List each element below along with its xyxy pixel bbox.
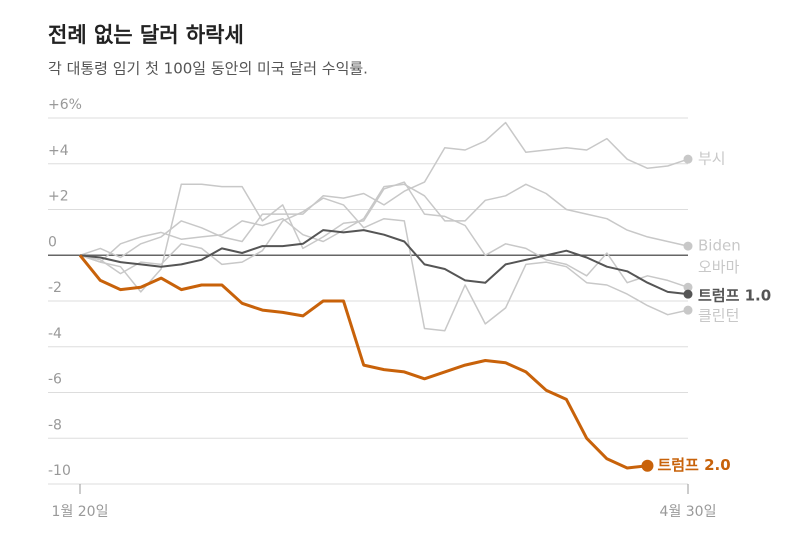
- series-label: 클린턴: [698, 307, 739, 325]
- series-line: [78, 254, 648, 470]
- y-tick-label: -8: [48, 417, 62, 433]
- x-tick-label: 1월 20일: [52, 504, 109, 520]
- y-tick-label: -4: [48, 326, 62, 342]
- series-line: [79, 229, 689, 296]
- y-tick-label: +4: [48, 143, 69, 159]
- series-line: [79, 181, 689, 293]
- series-label: 부시: [698, 150, 726, 168]
- y-tick-label: +2: [48, 189, 69, 205]
- y-tick-label: 0: [48, 234, 57, 250]
- x-tick-label: 4월 30일: [660, 504, 717, 520]
- end-dot: [683, 241, 693, 251]
- series-label: 오바마: [698, 258, 740, 276]
- chart-subtitle: 각 대통령 임기 첫 100일 동안의 미국 달러 수익률.: [48, 60, 368, 78]
- end-dot: [641, 459, 654, 472]
- series-label: 트럼프 1.0: [698, 287, 771, 305]
- series-label: 트럼프 2.0: [657, 456, 730, 474]
- y-tick-label: -10: [48, 463, 71, 479]
- y-tick-label: +6%: [48, 97, 82, 113]
- end-dot: [683, 282, 693, 292]
- chart-title: 전례 없는 달러 하락세: [48, 23, 244, 47]
- series-label: Biden: [698, 237, 741, 255]
- series-line: [79, 197, 689, 332]
- y-tick-label: -6: [48, 372, 62, 388]
- end-dot: [683, 154, 693, 164]
- series-line: [79, 183, 689, 263]
- series-line: [79, 121, 689, 259]
- end-dot: [683, 305, 693, 315]
- end-dot: [683, 289, 693, 299]
- y-tick-label: -2: [48, 280, 62, 296]
